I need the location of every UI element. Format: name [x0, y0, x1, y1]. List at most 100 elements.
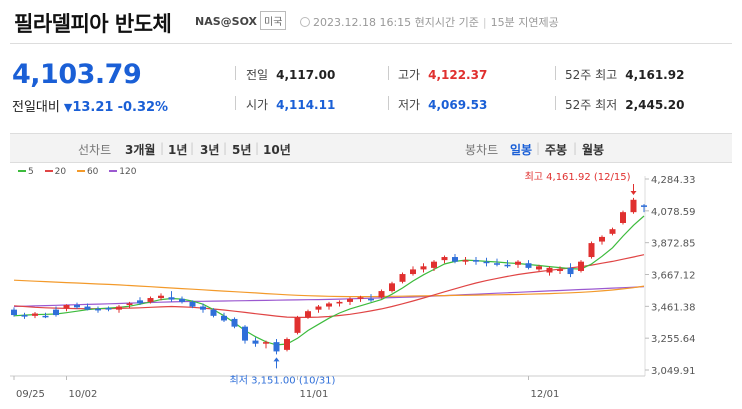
- line-chart-button[interactable]: 선차트: [78, 143, 112, 157]
- candle: [84, 306, 91, 310]
- period-monthly-button[interactable]: 월봉: [582, 143, 605, 157]
- period-weekly-button[interactable]: 주봉: [545, 143, 568, 157]
- change-label: 전일대비: [12, 100, 60, 115]
- change-value: 13.21: [72, 100, 114, 115]
- candle: [242, 326, 248, 341]
- candle: [630, 199, 637, 213]
- candle: [305, 311, 311, 318]
- candle: [105, 308, 112, 310]
- candle: [431, 261, 437, 268]
- divider: [235, 96, 236, 110]
- candle: [504, 264, 511, 267]
- y-tick-label: 4,284.33: [651, 175, 696, 186]
- range-5y-button[interactable]: 5년: [232, 143, 252, 157]
- candle: [326, 303, 332, 307]
- x-tick-label: 09/25: [16, 389, 45, 400]
- candle: [546, 267, 553, 273]
- divider: [388, 66, 389, 80]
- range-10y-button[interactable]: 10년: [263, 143, 291, 157]
- candle: [147, 298, 154, 302]
- candle: [11, 309, 17, 316]
- candle-chart-button[interactable]: 봉차트: [465, 143, 499, 157]
- candle: [42, 315, 49, 318]
- candle: [494, 263, 500, 265]
- timestamp: 2023.12.18 16:15 현지시간 기준: [313, 16, 479, 29]
- candle: [420, 266, 427, 270]
- x-tick-label: 11/01: [300, 389, 329, 400]
- candle: [641, 205, 647, 207]
- legend-item: 120: [109, 167, 136, 177]
- candle: [210, 309, 217, 316]
- legend-item: 5: [18, 167, 34, 177]
- stat-52w-low: 52주 최저 2,445.20: [565, 98, 685, 112]
- divider: [10, 43, 732, 44]
- low-annotation: 최저 3,151.00 (10/31): [230, 374, 336, 386]
- candle: [357, 297, 364, 299]
- candle: [158, 295, 164, 299]
- x-tick-label: 10/02: [69, 389, 98, 400]
- candle: [399, 274, 406, 282]
- y-tick-label: 3,049.91: [651, 366, 696, 377]
- ma120-line: [13, 286, 645, 308]
- candle: [378, 291, 385, 298]
- period-daily-button[interactable]: 일봉: [510, 143, 533, 157]
- time-info: 2023.12.18 16:15 현지시간 기준 | 15분 지연제공: [300, 14, 559, 30]
- candle: [525, 263, 532, 268]
- candle: [557, 269, 563, 271]
- candle: [620, 212, 626, 223]
- range-3m-button[interactable]: 3개월: [125, 143, 156, 157]
- candle: [179, 298, 185, 302]
- candle: [63, 305, 70, 309]
- candle: [221, 315, 227, 321]
- candle: [389, 283, 395, 292]
- ma5-line: [13, 215, 645, 346]
- down-arrow-icon: ▼: [63, 101, 73, 114]
- candle: [21, 315, 28, 317]
- market-badge: 미국: [260, 11, 287, 30]
- delay-note: 15분 지연제공: [490, 16, 559, 29]
- candle: [284, 339, 290, 350]
- candle: [441, 257, 448, 261]
- legend-item: 60: [76, 167, 98, 177]
- y-tick-label: 3,255.64: [651, 334, 696, 345]
- y-tick-label: 3,667.12: [651, 271, 696, 282]
- range-1y-button[interactable]: 1년: [168, 143, 188, 157]
- clock-icon: [300, 17, 310, 27]
- divider: [388, 96, 389, 110]
- header: 필라델피아 반도체 NAS@SOX 미국 2023.12.18 16:15 현지…: [0, 0, 742, 44]
- legend-item: 20: [44, 167, 66, 177]
- price-change: 전일대비 ▼13.21 -0.32%: [12, 96, 168, 115]
- candle: [536, 266, 542, 270]
- candle: [347, 298, 353, 302]
- candle: [473, 260, 479, 262]
- candle: [32, 313, 38, 316]
- candle: [168, 297, 175, 300]
- current-price: 4,103.79: [12, 59, 142, 90]
- y-tick-label: 3,461.38: [651, 302, 696, 313]
- candle: [315, 306, 322, 310]
- candle: [515, 261, 521, 265]
- candle: [588, 243, 595, 258]
- candle: [368, 298, 374, 301]
- change-percent: -0.32%: [117, 100, 169, 115]
- candle: [126, 303, 133, 306]
- candle: [483, 261, 490, 264]
- candle: [462, 260, 469, 262]
- candle: [116, 306, 122, 310]
- candle: [410, 269, 416, 275]
- stat-prev-close: 전일 4,117.00: [246, 68, 336, 82]
- candle: [137, 300, 143, 304]
- candle: [95, 308, 101, 311]
- candle: [336, 301, 343, 304]
- stat-low: 저가 4,069.53: [398, 98, 488, 112]
- candle: [567, 267, 574, 275]
- divider: [555, 66, 556, 80]
- candle: [578, 261, 584, 271]
- candle: [609, 229, 616, 234]
- stat-52w-high: 52주 최고 4,161.92: [565, 68, 685, 82]
- divider: [235, 66, 236, 80]
- range-3y-button[interactable]: 3년: [200, 143, 220, 157]
- y-tick-label: 3,872.85: [651, 239, 696, 250]
- candle: [189, 301, 196, 307]
